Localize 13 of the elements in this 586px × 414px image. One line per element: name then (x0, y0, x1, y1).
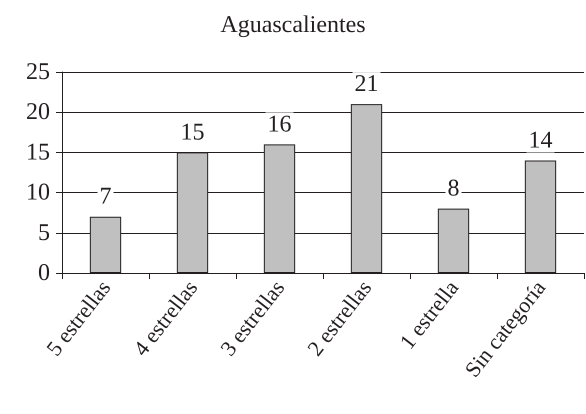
y-tick-label: 15 (26, 139, 50, 166)
y-tick-label: 25 (26, 59, 50, 85)
data-label: 15 (180, 119, 204, 146)
y-tick-label: 5 (38, 220, 50, 246)
y-tick-label: 20 (26, 99, 50, 126)
data-label: 7 (100, 184, 112, 210)
data-label: 14 (528, 127, 552, 154)
data-label: 16 (268, 111, 292, 138)
data-label: 21 (354, 71, 378, 98)
data-label: 8 (448, 176, 460, 202)
y-tick-label: 10 (26, 180, 50, 206)
y-tick-label: 0 (38, 260, 50, 286)
chart-title: Aguascalientes (220, 12, 366, 38)
